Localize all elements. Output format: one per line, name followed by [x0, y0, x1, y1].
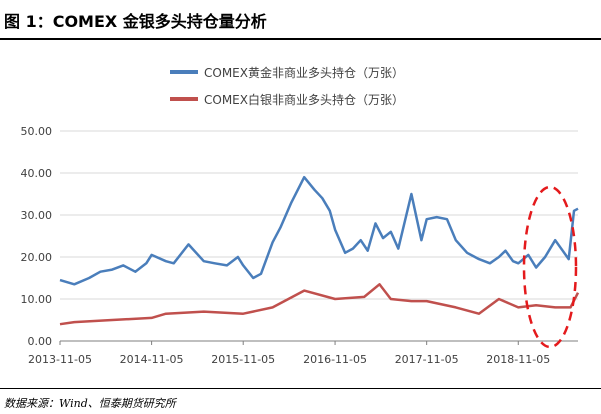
source-note: 数据来源：Wind、恒泰期货研究所 [4, 397, 176, 410]
y-tick-label: 20.00 [21, 251, 53, 264]
y-axis-ticks: 0.00 10.00 20.00 30.00 40.00 50.00 [21, 125, 53, 348]
title-bar: 图 1：COMEX 金银多头持仓量分析 [0, 0, 601, 40]
y-tick-label: 30.00 [21, 209, 53, 222]
source-bar: 数据来源：Wind、恒泰期货研究所 [0, 388, 601, 414]
legend-label-silver: COMEX白银非商业多头持仓（万张） [204, 92, 404, 107]
gridlines [60, 130, 578, 342]
x-axis-ticks: 2013-11-05 2014-11-05 2015-11-05 2016-11-05… [28, 341, 550, 366]
series-lines [59, 175, 580, 326]
gold-series-line [59, 175, 579, 286]
silver-series-line [59, 283, 580, 326]
x-tick-label: 2015-11-05 [211, 353, 275, 366]
x-tick-label: 2017-11-05 [395, 353, 459, 366]
y-tick-label: 0.00 [28, 335, 53, 348]
y-tick-label: 50.00 [21, 125, 53, 138]
x-tick-label: 2014-11-05 [120, 353, 184, 366]
highlight-ellipse [522, 185, 578, 349]
y-tick-label: 40.00 [21, 167, 53, 180]
chart: COMEX黄金非商业多头持仓（万张） COMEX白银非商业多头持仓（万张） 0.… [21, 65, 580, 366]
x-tick-label: 2016-11-05 [303, 353, 367, 366]
figure-title: 图 1：COMEX 金银多头持仓量分析 [4, 12, 267, 31]
legend-label-gold: COMEX黄金非商业多头持仓（万张） [204, 65, 404, 80]
legend: COMEX黄金非商业多头持仓（万张） COMEX白银非商业多头持仓（万张） [170, 65, 404, 107]
x-tick-label: 2013-11-05 [28, 353, 92, 366]
x-tick-label: 2018-11-05 [486, 353, 550, 366]
y-tick-label: 10.00 [21, 293, 53, 306]
